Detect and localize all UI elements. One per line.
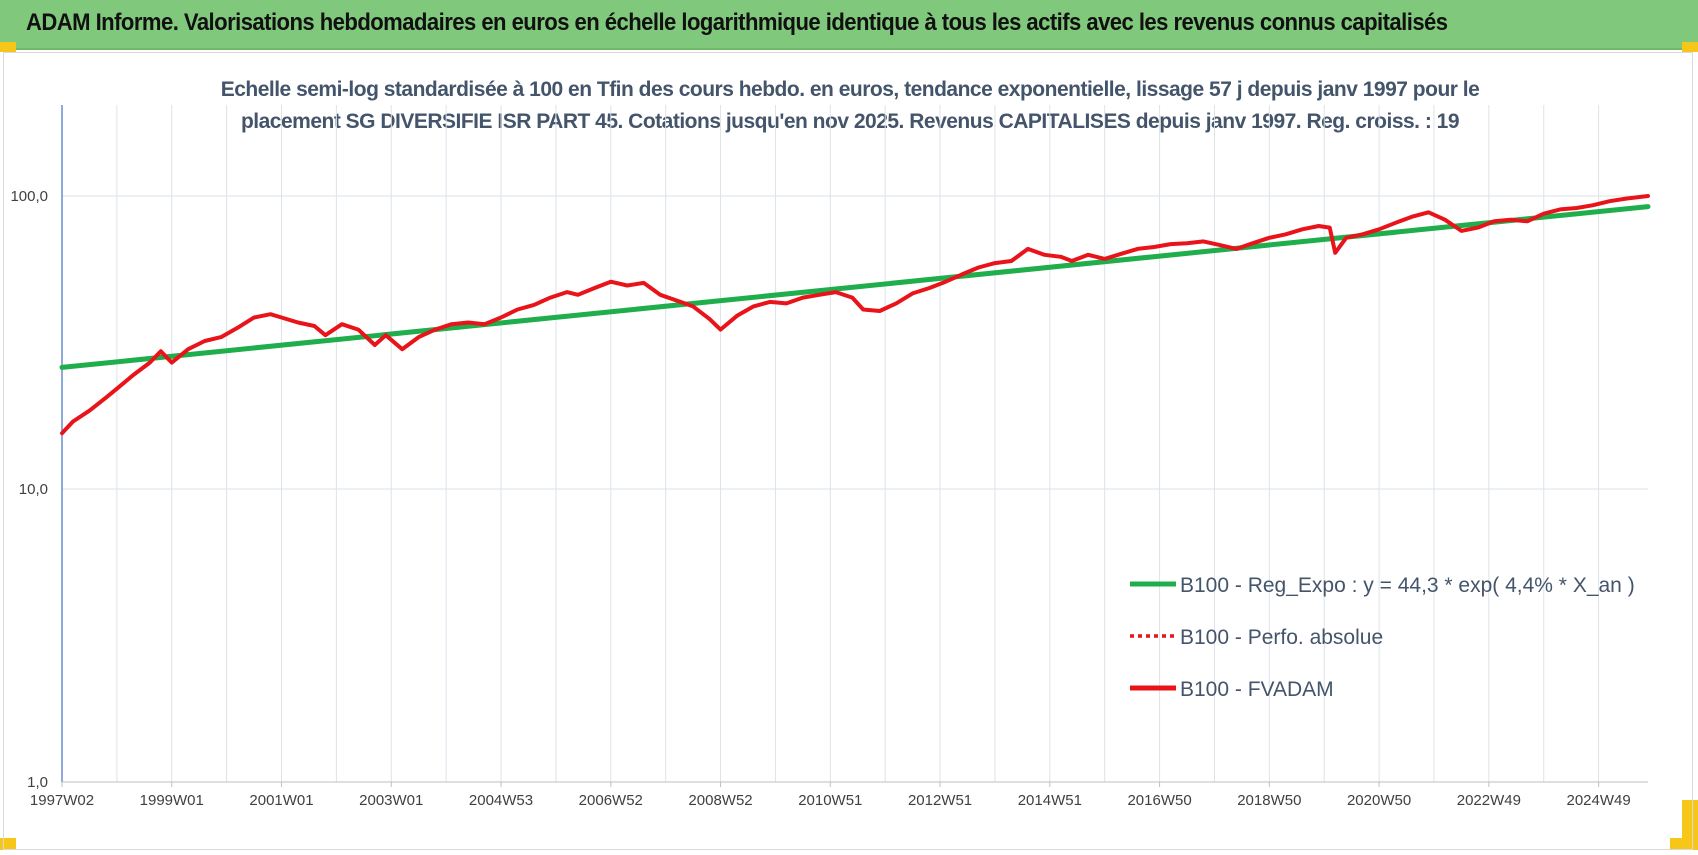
chart-title-line-1: Echelle semi-log standardisée à 100 en T…	[220, 78, 1480, 101]
chart-legend: B100 - Reg_Expo : y = 44,3 * exp( 4,4% *…	[1130, 574, 1635, 701]
series-line-regression	[59, 204, 1651, 370]
chart-grid	[61, 105, 1648, 783]
x-tick-label: 2012W51	[908, 792, 972, 809]
x-tick-label: 2022W49	[1457, 792, 1521, 809]
x-tick-label: 1997W02	[30, 792, 94, 809]
x-tick-label: 2016W50	[1127, 792, 1191, 809]
x-tick-label: 2001W01	[249, 792, 313, 809]
x-tick-label: 2020W50	[1347, 792, 1411, 809]
x-tick-label: 2014W51	[1018, 792, 1082, 809]
series-line-fvadam	[60, 194, 1650, 436]
page-title: ADAM Informe. Valorisations hebdomadaire…	[26, 9, 1448, 36]
corner-marker-top-right	[1682, 42, 1698, 52]
y-tick-label: 100,0	[10, 188, 48, 205]
chart-title-line-2: placement SG DIVERSIFIE ISR PART 45. Cot…	[240, 110, 1460, 133]
corner-marker-bottom-left	[0, 838, 16, 850]
legend-entry: B100 - Reg_Expo : y = 44,3 * exp( 4,4% *…	[1180, 574, 1635, 597]
y-tick-label: 1,0	[27, 774, 48, 791]
x-tick-label: 2018W50	[1237, 792, 1301, 809]
x-tick-label: 2024W49	[1566, 792, 1630, 809]
chart-series	[59, 194, 1651, 436]
header-banner: ADAM Informe. Valorisations hebdomadaire…	[0, 0, 1698, 50]
corner-marker-top-left	[0, 42, 16, 52]
x-tick-label: 2008W52	[688, 792, 752, 809]
chart-title: Echelle semi-log standardisée à 100 en T…	[150, 74, 1550, 138]
y-tick-label: 10,0	[19, 481, 48, 498]
legend-entry: B100 - FVADAM	[1180, 678, 1334, 701]
x-tick-label: 1999W01	[140, 792, 204, 809]
chart-axes: 1,0 10,0 100,0 1997W02 1999W01 2001W01 2003W01…	[10, 105, 1648, 809]
x-tick-label: 2006W52	[579, 792, 643, 809]
corner-marker-bottom-right	[1682, 800, 1698, 850]
x-tick-label: 2004W53	[469, 792, 533, 809]
legend-entry: B100 - Perfo. absolue	[1180, 626, 1383, 649]
x-tick-label: 2010W51	[798, 792, 862, 809]
chart-frame	[3, 52, 1693, 850]
corner-marker-bottom-right-foot	[1670, 838, 1698, 850]
x-tick-label: 2003W01	[359, 792, 423, 809]
